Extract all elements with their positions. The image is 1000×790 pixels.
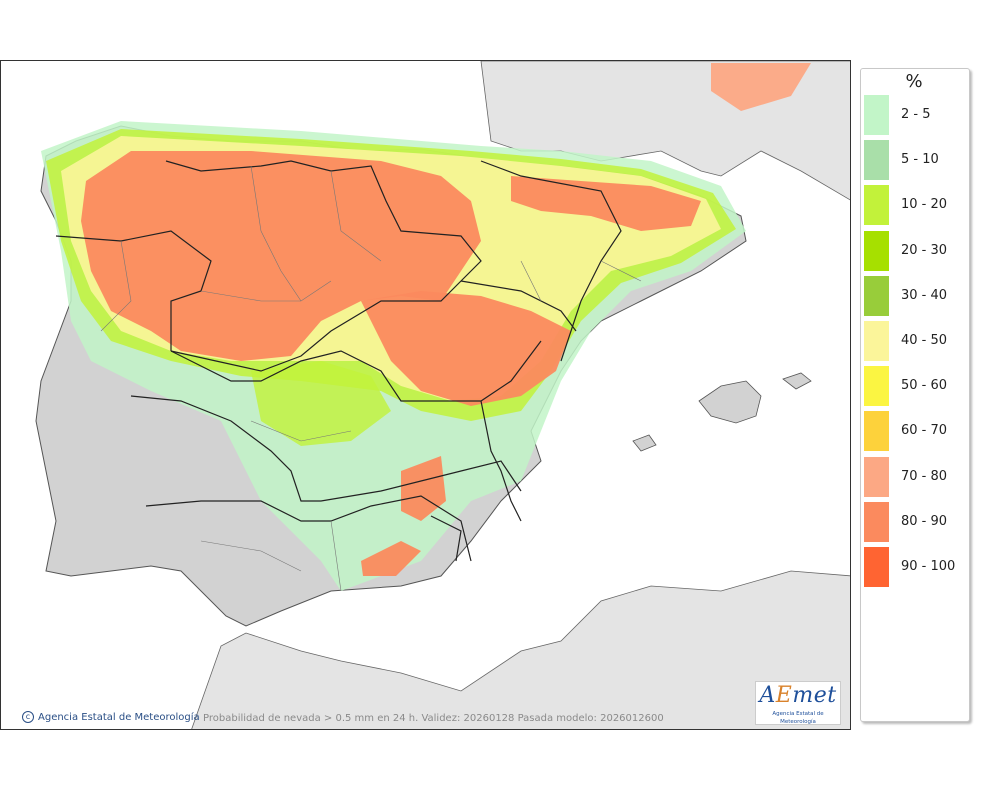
legend-item: 70 - 80 [864, 456, 968, 497]
legend-item: 30 - 40 [864, 275, 968, 316]
legend: % 2 - 5 5 - 10 10 - 20 20 - 30 30 - 40 40 - 5… [860, 68, 970, 722]
map-canvas [1, 61, 850, 729]
legend-item: 10 - 20 [864, 185, 968, 226]
province-borders [100, 165, 642, 592]
aemet-logo-mark: AEmet [759, 683, 837, 708]
copyright-icon: c [22, 711, 34, 723]
legend-item: 60 - 70 [864, 411, 968, 452]
legend-item: 50 - 60 [864, 366, 968, 407]
agency-credit-text: Agencia Estatal de Meteorología [38, 711, 200, 723]
legend-item: 40 - 50 [864, 321, 968, 361]
legend-label: 90 - 100 [901, 559, 956, 574]
aemet-logo-subtext: Agencia Estatal de Meteorología [772, 711, 824, 725]
legend-item: 20 - 30 [864, 230, 968, 271]
prob-high-iberian [361, 291, 571, 406]
map-caption: Probabilidad de nevada > 0.5 mm en 24 h.… [203, 713, 664, 724]
prob-high-pyrenees [511, 176, 701, 231]
legend-swatch [864, 547, 889, 587]
legend-label: 20 - 30 [901, 242, 948, 258]
legend-label: 5 - 10 [901, 152, 939, 168]
legend-swatch [864, 95, 889, 135]
legend-swatch [864, 501, 889, 542]
agency-credit: c Agencia Estatal de Meteorología [22, 711, 200, 723]
legend-swatch [864, 185, 889, 226]
legend-swatch [864, 366, 889, 407]
land-ibiza [632, 434, 657, 452]
legend-item: 5 - 10 [864, 140, 968, 181]
legend-label: 50 - 60 [901, 378, 948, 394]
legend-label: 60 - 70 [901, 423, 948, 439]
land-menorca [782, 372, 812, 390]
prob-green-center [251, 361, 391, 446]
legend-item: 80 - 90 [864, 501, 968, 542]
legend-item: 2 - 5 [864, 95, 968, 135]
legend-swatch [864, 411, 889, 452]
legend-label: 80 - 90 [901, 513, 948, 529]
land-mallorca [698, 380, 762, 424]
land-africa [191, 570, 850, 729]
aemet-logo: AEmet Agencia Estatal de Meteorología [755, 681, 841, 725]
snow-probability-map [0, 60, 851, 730]
legend-label: 70 - 80 [901, 468, 948, 484]
legend-label: 40 - 50 [901, 333, 948, 348]
legend-swatch [864, 140, 889, 181]
legend-swatch [864, 275, 889, 316]
legend-label: 30 - 40 [901, 287, 948, 303]
prob-high-north [81, 151, 481, 361]
legend-swatch [864, 321, 889, 361]
legend-swatch [864, 230, 889, 271]
legend-label: 10 - 20 [901, 197, 948, 213]
legend-unit: % [905, 71, 923, 92]
legend-item: 90 - 100 [864, 547, 968, 587]
legend-swatch [864, 456, 889, 497]
prob-high-sierra-nevada [361, 456, 446, 576]
prob-high-france [711, 63, 811, 111]
legend-label: 2 - 5 [901, 107, 931, 122]
